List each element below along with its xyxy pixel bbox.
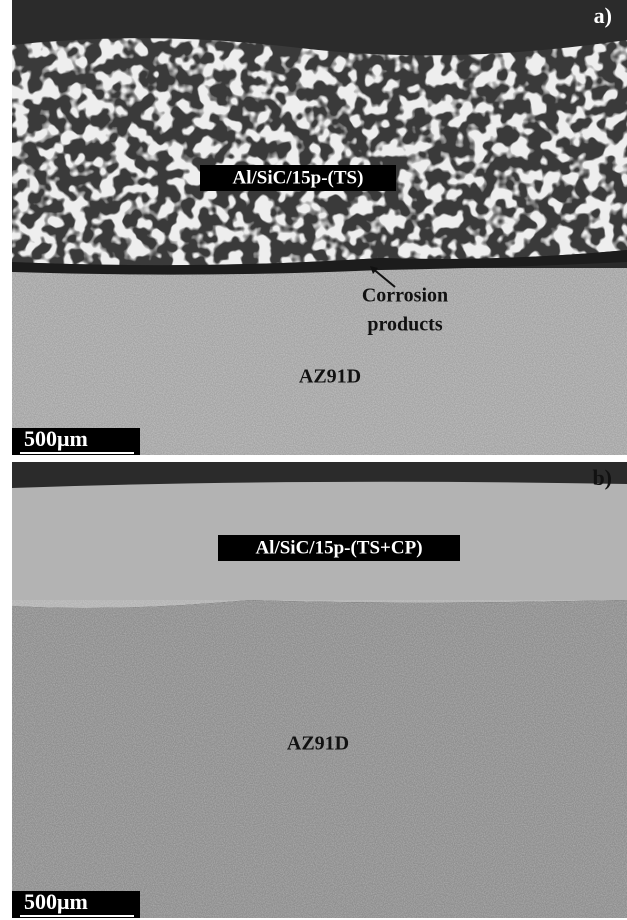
substrate-label: AZ91D (287, 733, 349, 755)
annotation: products (367, 314, 442, 336)
panel-label: b) (592, 465, 612, 490)
substrate-label: AZ91D (299, 366, 361, 388)
panel-label: a) (594, 3, 612, 28)
scale-label: 500μm (24, 426, 88, 451)
annotation: Corrosion (362, 285, 448, 307)
body: Al/SiC/15p-(TS) a) Corrosion products AZ… (0, 0, 627, 920)
coating-label: Al/SiC/15p-(TS+CP) (255, 537, 422, 558)
panel-a: Al/SiC/15p-(TS) a) Corrosion products AZ… (12, 0, 627, 455)
texture (12, 268, 627, 455)
coating-label: Al/SiC/15p-(TS) (233, 167, 364, 188)
scale-label: 500μm (24, 889, 88, 914)
texture (12, 600, 627, 918)
figure: Al/SiC/15p-(TS) a) Corrosion products AZ… (0, 0, 627, 920)
particles (12, 38, 627, 265)
panel-b: Al/SiC/15p-(TS+CP) b) AZ91D 500μm (12, 462, 627, 918)
page: {"panels": [ {"label": "a)", "coating": … (0, 0, 627, 920)
